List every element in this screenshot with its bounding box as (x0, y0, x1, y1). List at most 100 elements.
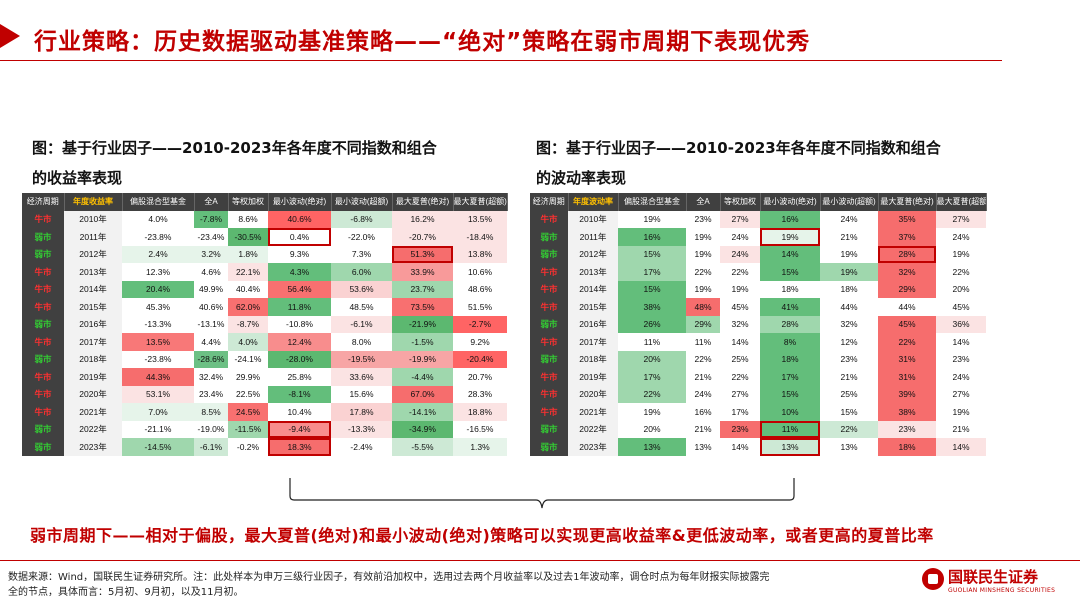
volatility-header-cell: 经济周期 (530, 193, 569, 211)
return-header-cell: 偏股混合型基金 (122, 193, 195, 211)
volatility-cell: 13% (760, 438, 820, 456)
return-row: 牛市 2017年 13.5% 4.4% 4.0% 12.4% 8.0% -1.5% 9.2% (22, 333, 507, 351)
volatility-cell: 24% (720, 228, 760, 246)
volatility-cell: 20% (618, 420, 686, 438)
year-label: 2012年 (568, 245, 618, 263)
volatility-cell: 28% (760, 315, 820, 333)
cycle-label: 牛市 (22, 280, 64, 298)
return-cell: 45.3% (122, 298, 194, 316)
cycle-label: 弱市 (530, 420, 568, 438)
cycle-label: 牛市 (530, 210, 568, 228)
return-cell: -6.1% (331, 315, 392, 333)
source-line-1: 数据来源：Wind，国联民生证券研究所。注：此处样本为申万三级行业因子，有效前沿… (8, 572, 770, 583)
return-row: 牛市 2010年 4.0% -7.8% 8.6% 40.6% -6.8% 16.2% 13.5% (22, 210, 507, 228)
volatility-cell: 15% (760, 385, 820, 403)
return-cell: -11.5% (228, 420, 268, 438)
return-row: 牛市 2021年 7.0% 8.5% 24.5% 10.4% 17.8% -14.1% 18.8… (22, 403, 507, 421)
volatility-cell: 22% (686, 263, 720, 281)
return-cell: -1.5% (392, 333, 453, 351)
logo-name-en: GUOLIAN MINSHENG SECURITIES (948, 587, 1056, 594)
return-row: 牛市 2020年 53.1% 23.4% 22.5% -8.1% 15.6% 67.0% 28.… (22, 385, 507, 403)
return-header-cell: 最大夏普(绝对) (392, 193, 454, 211)
cycle-label: 弱市 (22, 315, 64, 333)
return-cell: 10.6% (453, 263, 507, 281)
return-cell: -21.1% (122, 420, 194, 438)
cycle-label: 弱市 (530, 315, 568, 333)
volatility-header-cell: 最小波动(绝对) (760, 193, 821, 211)
return-cell: 40.6% (194, 298, 228, 316)
return-cell: 28.3% (453, 385, 507, 403)
year-label: 2013年 (568, 263, 618, 281)
return-cell: 8.5% (194, 403, 228, 421)
volatility-cell: 29% (878, 280, 936, 298)
volatility-header-row: 经济周期 年度波动率 偏股混合型基金 全A 等权加权 最小波动(绝对) 最小波动(超额) 最大… (530, 193, 987, 211)
volatility-row: 弱市 2018年 20% 22% 25% 18% 23% 31% 23% (530, 350, 986, 368)
volatility-cell: 14% (936, 438, 986, 456)
volatility-cell: 22% (936, 263, 986, 281)
volatility-cell: 19% (720, 280, 760, 298)
volatility-cell: 32% (878, 263, 936, 281)
return-cell: 4.3% (268, 263, 331, 281)
year-label: 2018年 (568, 350, 618, 368)
volatility-row: 弱市 2011年 16% 19% 24% 19% 21% 37% 24% (530, 228, 986, 246)
volatility-cell: 45% (936, 298, 986, 316)
volatility-cell: 24% (686, 385, 720, 403)
volatility-cell: 16% (618, 228, 686, 246)
return-header-cell: 经济周期 (22, 193, 65, 211)
return-cell: -6.8% (331, 210, 392, 228)
logo-name-cn: 国联民生证券 (948, 568, 1039, 586)
return-cell: 1.8% (228, 245, 268, 263)
year-label: 2014年 (64, 280, 122, 298)
cycle-label: 牛市 (530, 403, 568, 421)
return-cell: -23.8% (122, 350, 194, 368)
return-cell: 17.8% (331, 403, 392, 421)
cycle-label: 牛市 (530, 385, 568, 403)
volatility-cell: 14% (936, 333, 986, 351)
return-cell: -20.7% (392, 228, 453, 246)
volatility-header-cell: 全A (686, 193, 721, 211)
year-label: 2023年 (64, 438, 122, 456)
return-header-cell: 最大夏普(超额) (453, 193, 508, 211)
return-cell: -16.5% (453, 420, 507, 438)
return-header-cell: 年度收益率 (64, 193, 123, 211)
volatility-cell: 21% (686, 368, 720, 386)
volatility-cell: 17% (720, 403, 760, 421)
volatility-cell: 22% (720, 368, 760, 386)
page-title: 行业策略：历史数据驱动基准策略——“绝对”策略在弱市周期下表现优秀 (34, 29, 811, 55)
return-cell: 22.5% (228, 385, 268, 403)
volatility-cell: 31% (878, 350, 936, 368)
volatility-cell: 41% (760, 298, 820, 316)
year-label: 2013年 (64, 263, 122, 281)
return-row: 弱市 2022年 -21.1% -19.0% -11.5% -9.4% -13.3% -34.… (22, 420, 507, 438)
return-cell: 4.6% (194, 263, 228, 281)
return-row: 牛市 2013年 12.3% 4.6% 22.1% 4.3% 6.0% 33.9% 10.6% (22, 263, 507, 281)
return-cell: -28.6% (194, 350, 228, 368)
cycle-label: 牛市 (22, 385, 64, 403)
return-cell: 49.9% (194, 280, 228, 298)
volatility-cell: 22% (686, 350, 720, 368)
volatility-cell: 22% (618, 385, 686, 403)
year-label: 2016年 (568, 315, 618, 333)
cycle-label: 弱市 (530, 438, 568, 456)
return-cell: 24.5% (228, 403, 268, 421)
volatility-cell: 11% (686, 333, 720, 351)
return-cell: 15.6% (331, 385, 392, 403)
return-cell: 0.4% (268, 228, 331, 246)
volatility-table: 经济周期 年度波动率 偏股混合型基金 全A 等权加权 最小波动(绝对) 最小波动(超额) 最大… (530, 193, 987, 456)
return-cell: 53.1% (122, 385, 194, 403)
return-header-cell: 最小波动(绝对) (268, 193, 332, 211)
volatility-cell: 38% (618, 298, 686, 316)
return-row: 牛市 2014年 20.4% 49.9% 40.4% 56.4% 53.6% 23.7% 48.… (22, 280, 507, 298)
volatility-cell: 26% (618, 315, 686, 333)
return-cell: 1.3% (453, 438, 507, 456)
year-label: 2019年 (568, 368, 618, 386)
volatility-cell: 23% (878, 420, 936, 438)
cycle-label: 牛市 (22, 210, 64, 228)
return-cell: 51.5% (453, 298, 507, 316)
return-cell: -14.5% (122, 438, 194, 456)
return-cell: -19.5% (331, 350, 392, 368)
year-label: 2019年 (64, 368, 122, 386)
year-label: 2010年 (64, 210, 122, 228)
volatility-cell: 21% (936, 420, 986, 438)
volatility-cell: 45% (878, 315, 936, 333)
